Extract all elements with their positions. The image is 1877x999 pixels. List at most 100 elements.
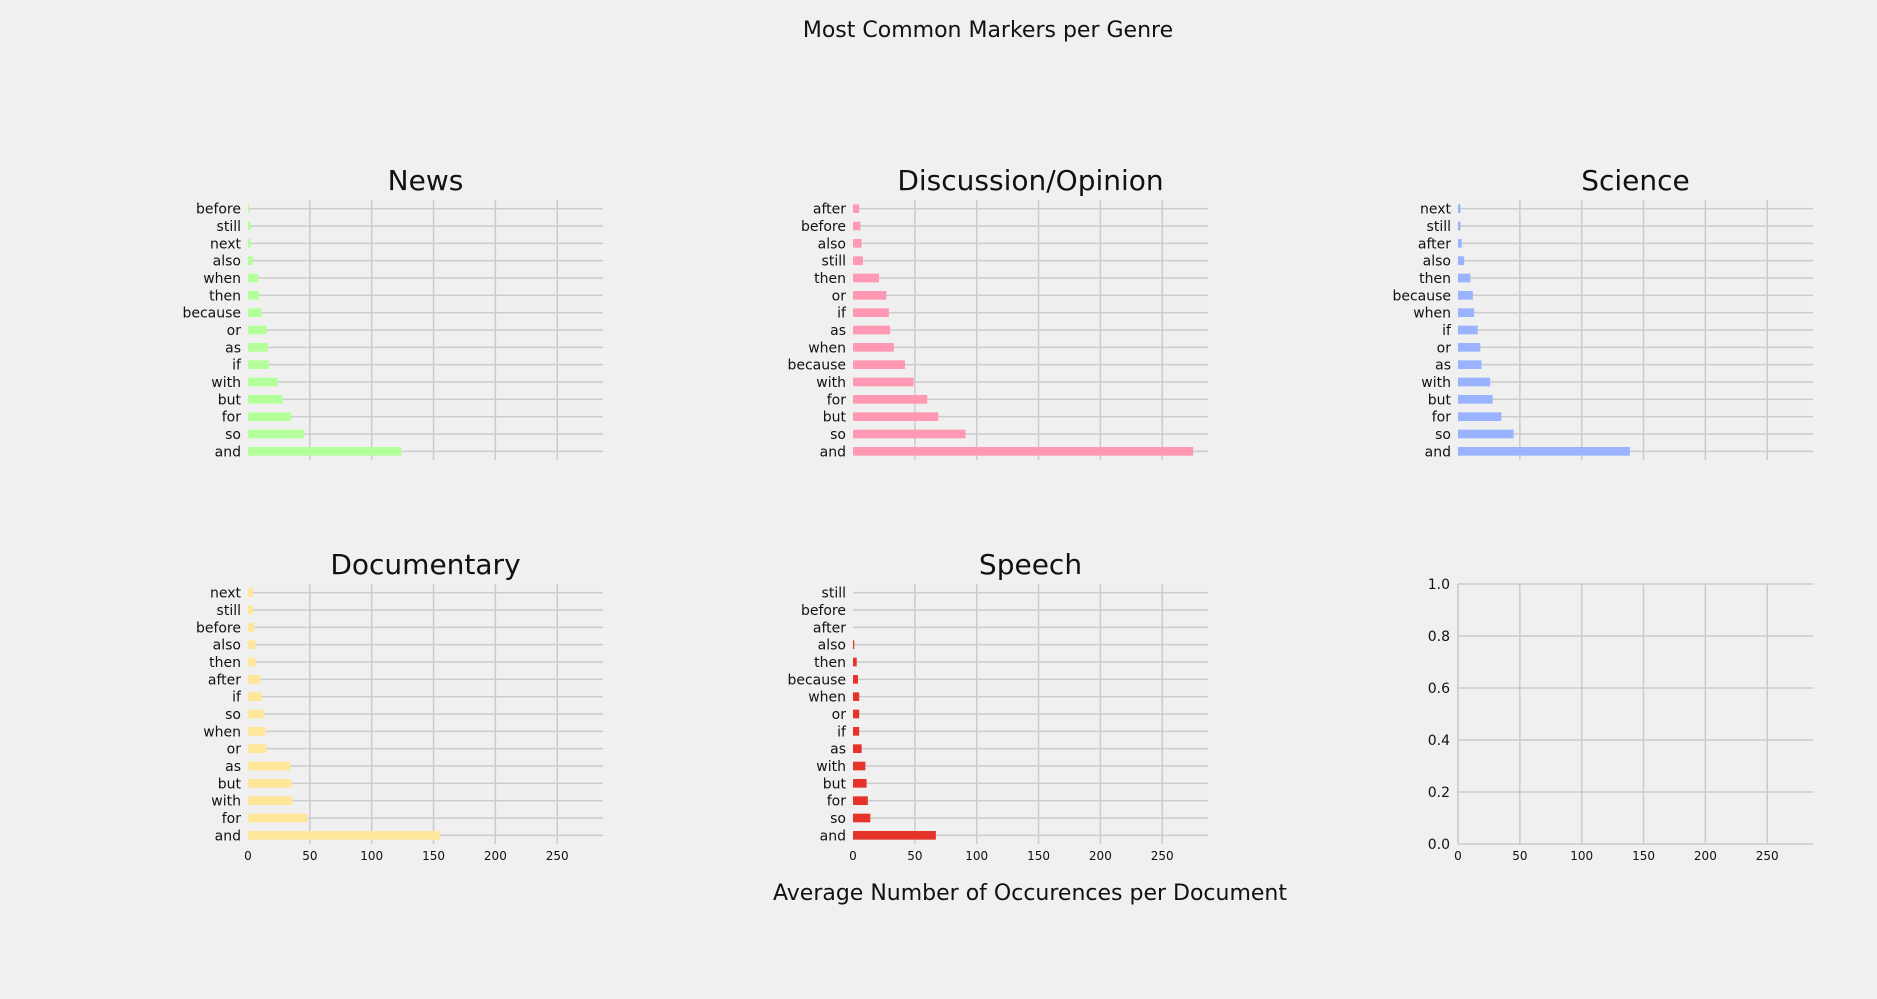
x-tick-label: 200: [484, 849, 507, 863]
y-tick-label-as: as: [830, 323, 846, 339]
y-tick-label-and: and: [1425, 444, 1451, 460]
y-tick-label-or: or: [832, 707, 847, 723]
y-tick-label-but: but: [1428, 392, 1452, 408]
y-tick-label: 0.0: [1428, 837, 1450, 853]
bar-when: [853, 692, 860, 701]
y-tick-label-and: and: [215, 444, 241, 460]
y-tick-label-then: then: [814, 271, 846, 287]
y-tick-label-still: still: [1427, 219, 1451, 235]
bar-if: [853, 308, 889, 317]
bar-so: [248, 709, 265, 719]
bar-next: [1458, 204, 1461, 213]
bar-and: [248, 447, 402, 456]
bar-still: [248, 221, 251, 231]
x-tick-label: 150: [422, 849, 445, 863]
bar-if: [248, 692, 262, 701]
y-tick-label-if: if: [1442, 323, 1452, 339]
bar-but: [248, 779, 292, 788]
bar-with: [853, 377, 914, 387]
y-tick-label-so: so: [225, 707, 241, 723]
y-tick-label-with: with: [211, 375, 241, 391]
y-tick-label-but: but: [823, 410, 847, 426]
y-tick-label-for: for: [1432, 410, 1451, 426]
y-tick-label-or: or: [227, 742, 242, 758]
x-tick-label: 50: [907, 849, 922, 863]
y-tick-label-or: or: [832, 288, 847, 304]
y-tick-label-before: before: [801, 603, 846, 619]
y-tick-label-still: still: [822, 586, 846, 602]
y-tick-label-with: with: [211, 794, 241, 810]
bar-with: [1458, 377, 1491, 387]
y-tick-label-also: also: [213, 638, 241, 654]
chart-panel-5: 0 50 100 150 200 250 0.0 0.2 0.4 0.6 0.8 1.0: [1428, 577, 1813, 863]
bar-after: [853, 204, 860, 213]
panel-title: Discussion/Opinion: [897, 164, 1163, 197]
y-tick-label-so: so: [830, 427, 846, 443]
chart-panels: Newsandsoforbutwithifasorbecausethenwhen…: [182, 164, 1813, 863]
bar-after: [1458, 239, 1462, 248]
y-tick-label-as: as: [225, 340, 241, 356]
bar-if: [248, 360, 270, 369]
y-tick-label-before: before: [196, 620, 241, 636]
bar-also: [1458, 256, 1465, 265]
y-tick-label: 0.6: [1428, 681, 1450, 697]
y-tick-label-still: still: [822, 254, 846, 270]
y-tick-label-because: because: [787, 672, 846, 688]
x-tick-label: 100: [360, 849, 383, 863]
y-tick-label-for: for: [827, 392, 846, 408]
y-tick-label-then: then: [209, 288, 241, 304]
y-tick-label-also: also: [818, 638, 846, 654]
y-tick-label-when: when: [808, 340, 846, 356]
y-tick-label-as: as: [1435, 358, 1451, 374]
x-tick-label: 250: [1756, 849, 1779, 863]
y-tick-label-after: after: [1418, 236, 1451, 252]
y-tick-label-with: with: [1421, 375, 1451, 391]
y-tick-label-and: and: [820, 828, 846, 844]
bar-then: [853, 657, 857, 667]
x-tick-label: 250: [546, 849, 569, 863]
panel-title: Science: [1581, 164, 1690, 197]
bar-or: [248, 744, 267, 753]
y-tick-label-before: before: [801, 219, 846, 235]
bar-with: [248, 796, 293, 805]
bar-then: [1458, 273, 1471, 283]
bar-but: [1458, 395, 1493, 404]
bar-before: [853, 221, 861, 231]
x-tick-label: 150: [1632, 849, 1655, 863]
x-tick-label: 100: [965, 849, 988, 863]
bar-and: [248, 831, 440, 840]
bar-as: [853, 325, 891, 335]
bar-as: [248, 761, 291, 771]
panel-title: News: [388, 164, 464, 197]
y-tick-label-after: after: [208, 672, 241, 688]
y-tick-label: 0.4: [1428, 733, 1450, 749]
y-tick-label-but: but: [823, 776, 847, 792]
bar-as: [1458, 360, 1482, 369]
shared-x-axis-label: Average Number of Occurences per Documen…: [773, 881, 1287, 906]
bar-still: [853, 256, 863, 265]
y-tick-label-when: when: [203, 724, 241, 740]
bar-so: [853, 429, 966, 439]
bar-or: [853, 291, 887, 300]
y-tick-label-if: if: [232, 690, 242, 706]
bar-still: [1458, 221, 1461, 231]
bar-but: [853, 779, 867, 788]
bar-and: [853, 447, 1194, 456]
bar-next: [248, 239, 251, 248]
y-tick-label-still: still: [217, 603, 241, 619]
bar-with: [853, 761, 866, 771]
y-tick-label-with: with: [816, 375, 846, 391]
bar-then: [853, 273, 879, 283]
y-tick-label-if: if: [837, 306, 847, 322]
bar-also: [248, 640, 256, 649]
bar-if: [1458, 325, 1478, 335]
y-tick-label-then: then: [814, 655, 846, 671]
x-tick-label: 0: [244, 849, 252, 863]
y-tick-label-for: for: [222, 811, 241, 827]
bar-also: [853, 640, 855, 649]
x-tick-label: 50: [1512, 849, 1527, 863]
